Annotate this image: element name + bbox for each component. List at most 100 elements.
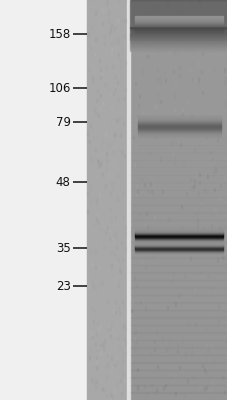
Bar [140, 107, 141, 110]
Bar [117, 269, 118, 272]
Bar [118, 382, 119, 385]
Bar [115, 216, 116, 219]
Bar [204, 383, 205, 386]
Bar [105, 184, 106, 187]
Bar [123, 10, 124, 14]
Bar [209, 151, 210, 154]
Bar [90, 46, 91, 49]
Bar [164, 79, 165, 82]
Bar [130, 160, 227, 168]
Bar [124, 61, 125, 64]
Bar [101, 72, 102, 76]
Bar [103, 348, 104, 351]
Bar [201, 90, 202, 94]
Bar [100, 138, 101, 142]
Bar [94, 386, 95, 389]
Bar [198, 0, 199, 3]
Bar [154, 333, 155, 336]
Bar [99, 189, 100, 192]
Bar [144, 197, 145, 200]
Bar [213, 188, 214, 192]
Bar [137, 133, 220, 134]
Bar [93, 275, 94, 278]
Bar [193, 288, 194, 291]
Bar [123, 337, 124, 340]
Bar [118, 258, 119, 261]
Bar [135, 32, 222, 33]
Bar [114, 133, 115, 136]
Bar [105, 204, 106, 208]
Bar [205, 371, 206, 374]
Bar [92, 63, 93, 66]
Bar [153, 192, 154, 195]
Bar [92, 166, 93, 170]
Bar [145, 224, 146, 227]
Bar [124, 60, 125, 63]
Bar [157, 239, 158, 242]
Bar [159, 158, 160, 161]
Bar [100, 324, 101, 327]
Bar [136, 114, 137, 117]
Bar [120, 385, 121, 388]
Bar [137, 120, 220, 121]
Bar [109, 28, 110, 31]
Bar [198, 180, 199, 184]
Bar [116, 21, 117, 24]
Bar [151, 149, 152, 152]
Bar [145, 221, 146, 224]
Bar [113, 145, 114, 148]
Bar [223, 390, 224, 393]
Text: 79: 79 [55, 116, 70, 128]
Bar [96, 99, 97, 102]
Bar [103, 102, 104, 106]
Bar [224, 279, 225, 282]
Bar [170, 61, 171, 64]
Bar [134, 144, 135, 147]
Bar [135, 24, 222, 25]
Bar [99, 128, 100, 131]
Bar [102, 173, 103, 176]
Bar [96, 124, 97, 127]
Bar [200, 275, 201, 278]
Bar [201, 198, 202, 202]
Bar [185, 102, 186, 105]
Bar [96, 143, 97, 146]
Bar [124, 380, 125, 383]
Bar [208, 163, 209, 166]
Bar [206, 175, 207, 178]
Bar [190, 144, 191, 147]
Bar [130, 0, 227, 400]
Bar [95, 148, 96, 151]
Bar [225, 130, 226, 133]
Bar [111, 24, 112, 27]
Bar [103, 10, 104, 13]
Bar [197, 192, 198, 195]
Bar [95, 304, 96, 308]
Bar [175, 50, 176, 53]
Bar [124, 2, 125, 6]
Bar [136, 193, 137, 196]
Bar [197, 0, 198, 4]
Bar [146, 79, 147, 82]
Bar [101, 282, 102, 286]
Bar [167, 6, 168, 9]
Bar [202, 227, 203, 230]
Bar [188, 130, 189, 133]
Bar [158, 32, 159, 36]
Bar [99, 227, 100, 230]
Bar [135, 37, 222, 38]
Bar [90, 0, 91, 1]
Bar [224, 359, 225, 362]
Bar [130, 0, 227, 28]
Bar [211, 288, 212, 291]
Bar [215, 142, 216, 146]
Bar [94, 38, 95, 41]
Bar [109, 236, 110, 240]
Bar [113, 366, 114, 370]
Bar [130, 44, 227, 45]
Bar [166, 348, 167, 352]
Bar [220, 238, 221, 241]
Bar [137, 124, 220, 125]
Bar [137, 119, 220, 120]
Bar [101, 161, 102, 164]
